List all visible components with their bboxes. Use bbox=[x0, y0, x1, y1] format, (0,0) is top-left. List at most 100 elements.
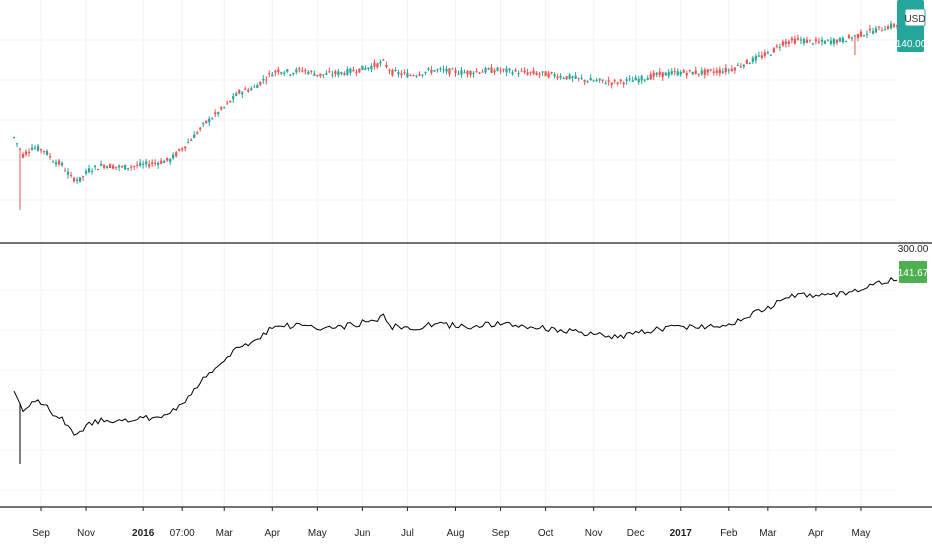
candle-body bbox=[547, 72, 550, 78]
candle-body bbox=[328, 71, 331, 73]
currency-badge[interactable]: USD 140.00 bbox=[896, 0, 927, 52]
candle-body bbox=[466, 70, 469, 75]
x-axis[interactable]: Sep Nov 2016 07:00 Mar Apr May Jun Jul Aug Sep Oct N… bbox=[32, 507, 870, 539]
candle-body bbox=[712, 71, 715, 73]
candle-body bbox=[637, 78, 640, 83]
candle-body bbox=[397, 72, 400, 75]
line-series bbox=[13, 276, 898, 436]
candle-body bbox=[508, 68, 511, 71]
candle-body bbox=[205, 120, 208, 124]
candle-body bbox=[841, 37, 845, 43]
candle-body bbox=[93, 165, 97, 168]
candle-body bbox=[595, 80, 598, 82]
candle-body bbox=[496, 67, 499, 71]
candle-body bbox=[727, 69, 730, 71]
x-tick-label: Nov bbox=[585, 528, 603, 539]
candle-body bbox=[814, 39, 818, 42]
candle-body bbox=[361, 65, 364, 70]
candle-body bbox=[781, 41, 784, 46]
x-tick-label: Sep bbox=[492, 528, 510, 539]
candle-body bbox=[301, 70, 304, 72]
candle-body bbox=[57, 160, 61, 165]
candle-body bbox=[847, 35, 851, 39]
candle-body bbox=[139, 162, 142, 166]
candle-body bbox=[66, 171, 70, 175]
candle-body bbox=[256, 85, 259, 88]
candle-body bbox=[148, 164, 151, 167]
candle-body bbox=[469, 70, 472, 75]
candle-body bbox=[427, 68, 430, 70]
candle-body bbox=[493, 70, 496, 73]
candle-body bbox=[526, 72, 529, 75]
candle-body bbox=[586, 81, 589, 83]
candle-body bbox=[283, 72, 286, 74]
line-panel[interactable] bbox=[13, 276, 898, 464]
candle-body bbox=[130, 166, 133, 168]
candle-body bbox=[24, 151, 28, 155]
candle-body bbox=[439, 68, 442, 70]
candle-body bbox=[817, 41, 821, 43]
candle-body bbox=[775, 45, 778, 47]
candle-body bbox=[226, 102, 229, 104]
x-tick-label: May bbox=[852, 528, 871, 539]
candle-body bbox=[15, 143, 19, 145]
x-tick-label: Aug bbox=[447, 528, 465, 539]
candle-body bbox=[106, 166, 109, 169]
candle-body bbox=[703, 69, 706, 75]
candle-body bbox=[136, 164, 139, 166]
x-tick-label: Jun bbox=[354, 528, 370, 539]
candle-body bbox=[649, 74, 652, 80]
candle-body bbox=[154, 162, 157, 164]
candle-body bbox=[217, 111, 220, 114]
candle-body bbox=[766, 52, 769, 54]
candle-body bbox=[760, 55, 763, 58]
x-tick-label: Oct bbox=[538, 528, 554, 539]
gridlines bbox=[0, 0, 897, 507]
last-price-label: 140.00 bbox=[896, 39, 927, 50]
candle-body bbox=[667, 72, 670, 76]
candle-body bbox=[826, 39, 830, 41]
candle-body bbox=[436, 69, 439, 71]
candlestick-series bbox=[12, 20, 899, 210]
candle-body bbox=[42, 150, 46, 152]
candle-body bbox=[18, 148, 22, 150]
candle-body bbox=[322, 74, 325, 76]
candle-body bbox=[409, 75, 412, 77]
candle-body bbox=[394, 70, 397, 72]
candle-body bbox=[463, 72, 466, 74]
candle-body bbox=[874, 28, 878, 33]
candle-body bbox=[69, 174, 73, 176]
candle-body bbox=[295, 69, 298, 73]
candle-body bbox=[433, 70, 436, 72]
candle-body bbox=[391, 69, 394, 76]
candle-body bbox=[166, 157, 169, 161]
candle-body bbox=[646, 78, 649, 81]
x-tick-label: May bbox=[308, 528, 327, 539]
last-value-badge[interactable]: 141.67 bbox=[898, 261, 929, 283]
candle-body bbox=[358, 68, 361, 73]
candlestick-panel[interactable] bbox=[12, 20, 899, 210]
candle-body bbox=[406, 72, 409, 78]
candle-body bbox=[418, 74, 421, 76]
candle-body bbox=[36, 145, 40, 151]
candle-body bbox=[565, 76, 568, 80]
x-tick-label: Mar bbox=[759, 528, 777, 539]
candle-body bbox=[331, 74, 334, 76]
candle-body bbox=[262, 78, 265, 81]
candle-body bbox=[622, 82, 625, 85]
candle-body bbox=[550, 72, 553, 74]
candle-body bbox=[232, 95, 235, 100]
candle-body bbox=[184, 146, 187, 149]
candle-body bbox=[625, 79, 628, 82]
candle-body bbox=[99, 164, 103, 166]
candle-body bbox=[175, 152, 178, 157]
candle-body bbox=[697, 73, 700, 75]
candle-body bbox=[63, 170, 67, 172]
candle-body bbox=[535, 72, 538, 75]
candle-body bbox=[75, 179, 79, 181]
candle-body bbox=[490, 67, 493, 73]
candle-body bbox=[124, 164, 127, 170]
candle-body bbox=[454, 70, 457, 74]
candle-body bbox=[247, 89, 250, 92]
candle-body bbox=[700, 70, 703, 74]
